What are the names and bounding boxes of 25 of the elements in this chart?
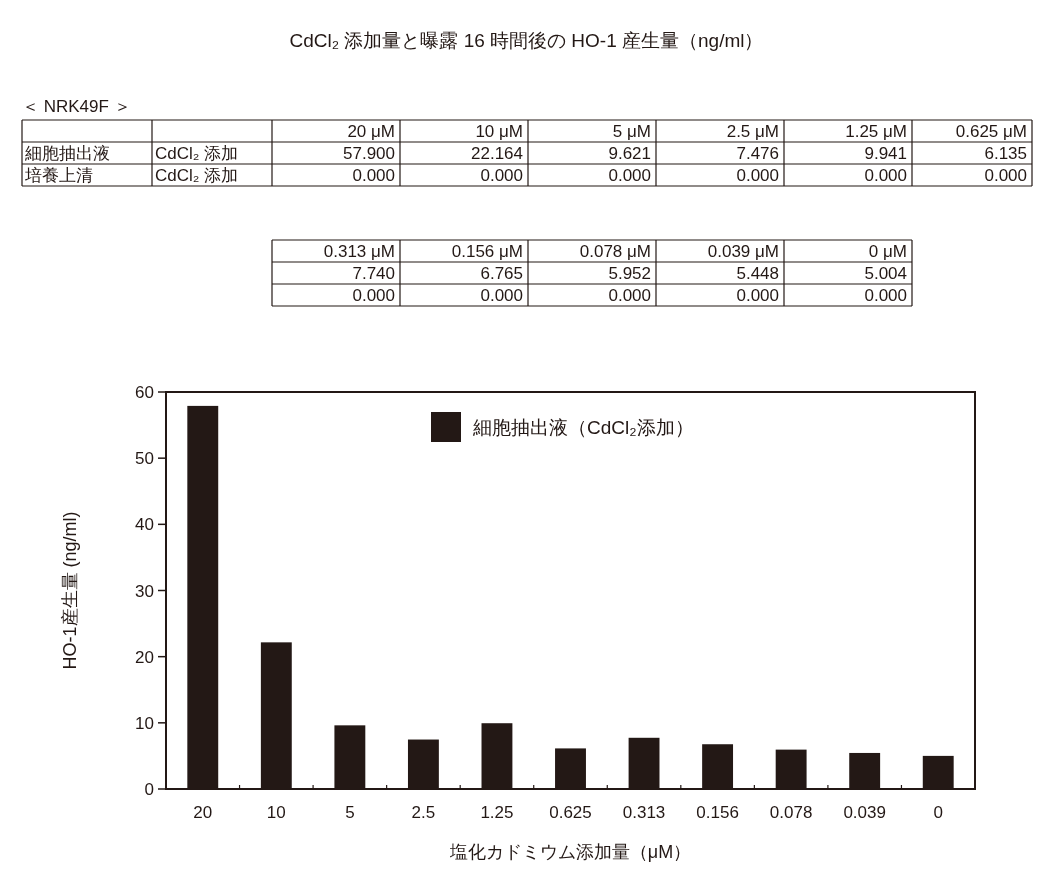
x-tick-label: 0.313 [622, 803, 666, 822]
legend-label: 細胞抽出液（CdCl₂添加） [472, 417, 694, 438]
x-tick-label: 5 [345, 803, 355, 822]
y-tick-label: 20 [135, 647, 154, 667]
x-tick-label: 10 [266, 803, 286, 822]
x-tick-label: 0.078 [769, 803, 813, 822]
y-tick-label: 30 [135, 581, 154, 601]
y-axis-title: HO-1産生量 (ng/ml) [60, 511, 80, 670]
x-axis-title: 塩化カドミウム添加量（μM） [448, 842, 692, 862]
y-tick-label: 40 [135, 515, 154, 535]
y-tick-label: 60 [135, 383, 154, 402]
x-tick-label: 0.039 [843, 803, 886, 822]
y-tick-label: 50 [135, 449, 154, 469]
x-tick-label: 1.25 [480, 803, 514, 822]
legend: 細胞抽出液（CdCl₂添加） [431, 412, 694, 442]
y-tick-label: 10 [135, 713, 154, 733]
x-tick-label: 20 [193, 803, 213, 822]
table: 20 μM 10 μM 5 μM 2.5 μM 1.25 μM 0.625 μM 細胞抽出液 CdCl₂ 添加 57.900 22.164 9.621 7.476 9.941 6.135 培養上清 CdCl₂ 添加 0.000 0.000 0.000 0.000 0.000 0.000 0.313 μM 0.156 μM 0.078 μM 0.039 μM 0 μM 7.740 6.765 5.952 5.448 5.004 0.000 0.000 0.000 0.000 0.000 [21, 119, 1033, 307]
x-tick-label: 2.5 [411, 803, 436, 822]
chart-title: CdCl₂ 添加量と曝露 16 時間後の HO-1 産生量（ng/ml） [289, 30, 764, 51]
x-tick-label: 0 [933, 803, 943, 822]
x-tick-label: 0.156 [696, 803, 739, 822]
text: ＜ NRK49F ＞ [22, 97, 131, 116]
x-tick-label: 0.625 [549, 803, 592, 822]
y-tick-label: 0 [144, 780, 154, 799]
